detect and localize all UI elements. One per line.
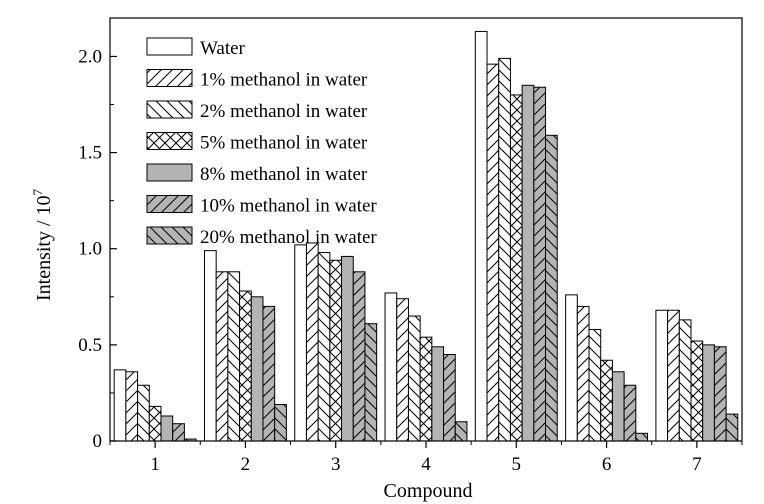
- bar-series-6-compound-7: [713, 346, 727, 442]
- bar-series-6-compound-2: [262, 305, 276, 442]
- x-tick-label: 5: [512, 454, 522, 475]
- x-tick-label: 3: [331, 454, 341, 475]
- legend-label: 8% methanol in water: [200, 164, 368, 185]
- legend-label: 5% methanol in water: [200, 133, 368, 154]
- bar-series-5-compound-3: [341, 255, 354, 442]
- legend-swatch: [146, 226, 193, 245]
- bar-series-7-compound-7: [725, 413, 739, 442]
- bar-series-1-compound-4: [384, 292, 398, 442]
- bar-series-7-compound-4: [454, 421, 468, 442]
- bar-series-7-compound-2: [274, 403, 287, 442]
- legend-label: Water: [200, 38, 246, 59]
- bar-series-3-compound-4: [407, 315, 421, 442]
- bar-series-6-compound-5: [533, 86, 547, 442]
- bar-series-4-compound-2: [239, 290, 252, 442]
- bar-series-2-compound-5: [486, 63, 500, 442]
- legend-swatch: [146, 163, 193, 182]
- y-tick-label: 0.5: [78, 335, 102, 356]
- x-tick-label: 6: [602, 454, 612, 475]
- bar-series-2-compound-1: [125, 371, 139, 442]
- bar-series-4-compound-7: [690, 340, 704, 442]
- bar-series-4-compound-3: [329, 259, 343, 442]
- bar-series-2-compound-7: [667, 309, 680, 442]
- bar-series-5-compound-1: [160, 415, 174, 442]
- legend: Water 1% methanol in water 2% methanol in …: [146, 37, 377, 248]
- bar-series-6-compound-4: [443, 353, 456, 442]
- bar-series-4-compound-4: [419, 336, 433, 442]
- y-tick-label: 0: [93, 431, 103, 452]
- bar-series-7-compound-3: [364, 323, 378, 442]
- y-axis-title-exponent: 7: [30, 188, 45, 195]
- bar-series-5-compound-2: [250, 296, 264, 442]
- y-axis-title-main: Intensity / 10: [33, 195, 55, 301]
- x-tick-label: 4: [421, 454, 431, 475]
- bar-series-2-compound-4: [396, 298, 409, 442]
- legend-label: 2% methanol in water: [200, 101, 368, 122]
- bar-series-1-compound-2: [203, 250, 217, 442]
- legend-swatch: [146, 69, 193, 87]
- bar-series-1-compound-6: [565, 294, 578, 442]
- bar-series-3-compound-3: [317, 252, 331, 442]
- bar-series-3-compound-7: [678, 319, 692, 442]
- legend-swatch: [146, 100, 193, 119]
- bar-series-1-compound-1: [113, 369, 127, 442]
- bar-series-2-compound-6: [576, 305, 590, 442]
- bar-series-3-compound-5: [498, 57, 511, 442]
- bar-series-5-compound-5: [521, 84, 535, 442]
- bar-series-5-compound-4: [431, 346, 445, 442]
- x-tick-label: 7: [692, 454, 702, 475]
- bar-series-3-compound-6: [588, 328, 602, 442]
- bar-series-7-compound-6: [635, 432, 649, 442]
- legend-swatch: [146, 195, 193, 213]
- y-tick-label: 1.0: [78, 239, 102, 260]
- y-tick-label: 1.5: [78, 143, 102, 164]
- bar-series-4-compound-5: [509, 94, 523, 442]
- bar-series-1-compound-5: [474, 30, 488, 442]
- bar-series-2-compound-2: [215, 271, 229, 442]
- bar-series-5-compound-7: [702, 344, 715, 442]
- bar-series-2-compound-3: [305, 242, 319, 442]
- bar-series-1-compound-3: [294, 244, 307, 442]
- bar-series-6-compound-1: [172, 423, 185, 442]
- x-tick-label: 2: [241, 454, 251, 475]
- bar-series-1-compound-7: [655, 309, 669, 442]
- bar-series-4-compound-6: [600, 359, 613, 442]
- legend-swatch: [146, 37, 193, 56]
- bar-series-3-compound-2: [227, 271, 241, 442]
- bar-series-3-compound-1: [137, 384, 150, 442]
- axes-layer: 0 0.5 1.0 1.5 2.0 1 2 3 4 5 6 7: [78, 17, 743, 475]
- x-tick-label: 1: [150, 454, 160, 475]
- bar-series-6-compound-3: [352, 271, 366, 442]
- legend-label: 1% methanol in water: [200, 70, 368, 91]
- bar-series-4-compound-1: [148, 405, 162, 442]
- bar-series-6-compound-6: [623, 384, 637, 442]
- bar-series-7-compound-5: [545, 134, 558, 442]
- legend-label: 10% methanol in water: [200, 196, 377, 217]
- legend-swatch: [146, 132, 193, 150]
- bars-layer: [113, 30, 739, 442]
- legend-label: 20% methanol in water: [200, 227, 377, 248]
- y-axis-title: Intensity / 107: [30, 188, 55, 301]
- bar-series-5-compound-6: [611, 371, 625, 442]
- y-tick-label: 2.0: [78, 46, 102, 67]
- x-axis-title: Compound: [384, 480, 473, 502]
